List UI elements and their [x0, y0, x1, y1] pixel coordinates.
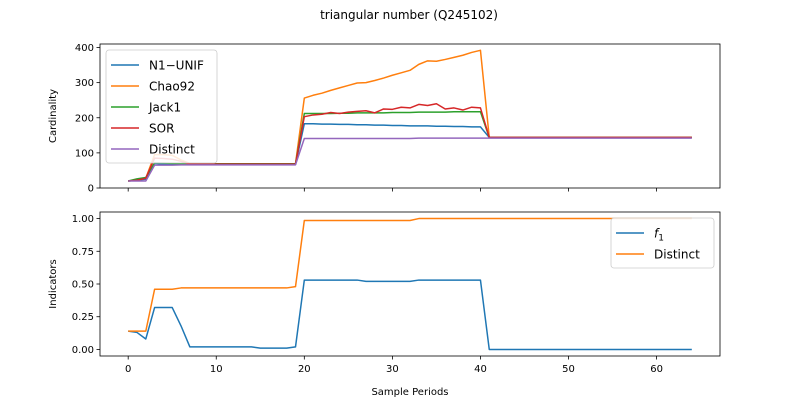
y-tick-label: 300 [75, 78, 94, 89]
x-axis-label: Sample Periods [371, 387, 448, 398]
figure-title: triangular number (Q245102) [320, 8, 498, 22]
legend-box [610, 217, 715, 269]
y-tick-label: 400 [75, 43, 94, 54]
series-line-1-0 [128, 279, 692, 351]
x-tick-label: 60 [650, 364, 663, 375]
y-tick-label: 0.25 [72, 312, 94, 323]
cardinality-panel: 0 100 200 300 400 Cardinality N1−UNIF Chao92 Jac… [48, 43, 721, 195]
legend-label: N1−UNIF [149, 59, 204, 73]
legend-label: f1 [654, 227, 664, 244]
x-tick-label: 50 [562, 364, 575, 375]
series-line-1-1 [128, 217, 692, 332]
y-tick-label: 0.00 [72, 345, 94, 356]
y-tick-label: 100 [75, 148, 94, 159]
legend-label: Distinct [654, 248, 700, 262]
y-axis-label: Indicators [48, 259, 59, 308]
legend-label: Chao92 [149, 80, 195, 94]
indicators-panel: 0 10 20 30 40 50 60 0.00 0.25 0.50 0.75 1.00 Indicat… [48, 211, 721, 398]
x-tick-label: 20 [298, 364, 311, 375]
y-tick-label: 0.75 [72, 247, 94, 258]
y-tick-label: 0 [88, 184, 94, 195]
legend-label: Jack1 [148, 101, 181, 115]
x-tick-label: 40 [474, 364, 487, 375]
y-axis-label: Cardinality [48, 89, 59, 143]
y-tick-label: 200 [75, 113, 94, 124]
legend-box [105, 49, 218, 164]
legend: f1 Distinct [610, 217, 715, 269]
plot-frame [99, 43, 721, 189]
x-tick-label: 30 [386, 364, 399, 375]
series-line-0-4 [128, 137, 692, 182]
x-tick-label: 10 [210, 364, 223, 375]
y-tick-label: 0.50 [72, 280, 94, 291]
y-tick-label: 1.00 [72, 214, 94, 225]
legend-label: Distinct [149, 143, 195, 157]
legend: N1−UNIF Chao92 Jack1 SOR Distinct [105, 49, 218, 164]
legend-label: SOR [149, 122, 174, 136]
x-tick-label: 0 [125, 364, 131, 375]
